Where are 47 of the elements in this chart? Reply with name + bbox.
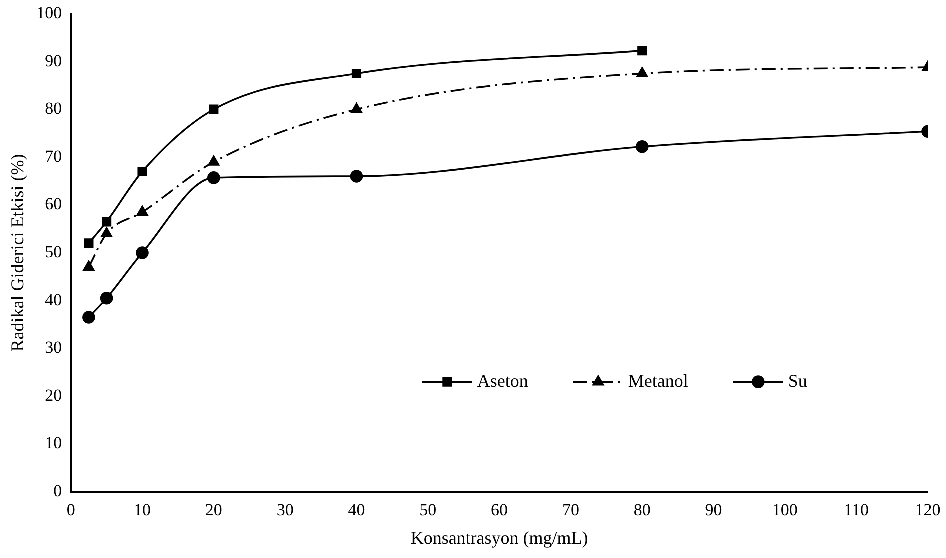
x-tick-label: 10 — [134, 500, 152, 520]
point — [101, 227, 112, 238]
y-tick-label: 80 — [45, 99, 62, 118]
x-tick-label: 100 — [772, 500, 798, 520]
x-tick-label: 60 — [491, 500, 508, 520]
y-tick-label: 10 — [45, 434, 62, 453]
y-tick-label: 90 — [45, 51, 62, 70]
y-tick-label: 60 — [45, 194, 62, 214]
point — [84, 238, 94, 248]
point — [636, 140, 649, 154]
x-tick-label: 70 — [562, 500, 580, 520]
point — [208, 156, 220, 166]
x-tick-label: 50 — [420, 500, 437, 520]
point — [83, 260, 95, 271]
y-tick-label: 0 — [54, 481, 62, 500]
point — [209, 104, 219, 114]
point — [208, 172, 220, 184]
x-tick-label: 120 — [915, 500, 941, 520]
point — [352, 68, 362, 79]
x-tick-label: 0 — [66, 500, 76, 520]
point — [636, 67, 648, 78]
x-tick-label: 90 — [705, 500, 722, 520]
point — [350, 170, 364, 183]
y-axis-title: Radikal Giderici Etkisi (%) — [8, 154, 28, 352]
point — [82, 311, 96, 324]
legend-label: Metanol — [628, 370, 688, 391]
x-tick-label: 30 — [276, 500, 294, 520]
legend-label: Su — [788, 370, 808, 391]
point — [136, 206, 148, 216]
point — [102, 217, 112, 227]
point — [638, 46, 648, 56]
y-tick-label: 50 — [45, 242, 62, 262]
y-tick-label: 30 — [45, 338, 62, 358]
point — [138, 166, 148, 177]
point — [351, 103, 362, 114]
y-tick-label: 20 — [45, 386, 62, 405]
y-tick-label: 40 — [45, 290, 62, 310]
x-tick-label: 80 — [634, 500, 651, 520]
point — [100, 292, 114, 305]
y-tick-label: 70 — [45, 146, 62, 166]
y-tick-label: 100 — [36, 3, 62, 22]
x-axis-title: Konsantrasyon (mg/mL) — [410, 528, 588, 548]
point — [136, 246, 149, 260]
x-tick-label: 110 — [844, 500, 870, 520]
x-tick-label: 40 — [348, 500, 366, 520]
legend-label: Aseton — [477, 370, 528, 391]
x-tick-label: 20 — [205, 500, 222, 520]
